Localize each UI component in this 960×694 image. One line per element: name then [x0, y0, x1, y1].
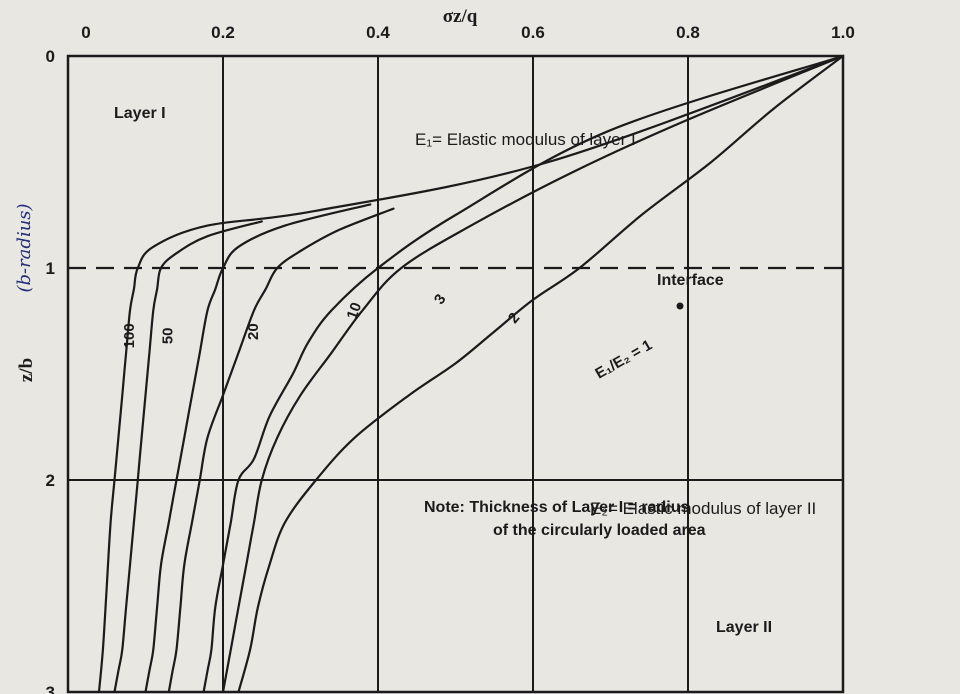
- y-axis-title: z/b: [16, 358, 37, 382]
- y-tick-label-0: 0: [46, 47, 55, 66]
- curve-6: [237, 54, 845, 694]
- e1-definition: E₁= Elastic modulus of layer I: [415, 130, 636, 149]
- curve-label-0: 100: [121, 323, 138, 348]
- curve-2: [144, 203, 372, 694]
- y-tick-label-2: 2: [46, 471, 55, 490]
- curve-label-4: 3: [431, 291, 450, 308]
- curve-4: [202, 54, 845, 694]
- curve-5: [221, 54, 845, 694]
- note-line-1: Note: Thickness of Layer I = radius: [424, 499, 690, 516]
- x-tick-label-5: 1.0: [831, 23, 855, 42]
- curve-1: [113, 220, 263, 694]
- y-axis-handwritten-note: (b-radius): [14, 203, 35, 292]
- x-tick-label-3: 0.6: [521, 23, 545, 42]
- y-axis-ticks: 0 1 2 3: [46, 47, 55, 694]
- x-tick-label-2: 0.4: [366, 23, 390, 42]
- y-tick-label-3: 3: [46, 683, 55, 694]
- e2-definition: E₂= Elastic modulus of layer II: [590, 499, 816, 518]
- x-axis-ticks: 0 0.2 0.4 0.6 0.8 1.0: [81, 23, 855, 42]
- curve-label-3: 10: [344, 300, 366, 321]
- curve-labels: 100 50 20 10 3 2 E₁/E₂ = 1: [121, 291, 655, 382]
- curve-label-1: 50: [160, 327, 177, 344]
- y-tick-label-1: 1: [46, 259, 55, 278]
- interface-label: Interface: [657, 272, 724, 289]
- curves: [97, 54, 845, 694]
- curve-3: [167, 207, 395, 694]
- curve-label-6: E₁/E₂ = 1: [592, 337, 655, 383]
- curve-0: [97, 54, 845, 694]
- x-axis-title: σz/q: [443, 6, 478, 27]
- layer-1-label: Layer I: [114, 105, 166, 122]
- x-tick-label-4: 0.8: [676, 23, 700, 42]
- note-line-2: of the circularly loaded area: [493, 522, 706, 539]
- plot-frame: [66, 54, 845, 694]
- interface-dot: [676, 302, 684, 310]
- grid-lines: [222, 56, 689, 692]
- x-tick-label-0: 0: [81, 23, 90, 42]
- layer-2-label: Layer II: [716, 619, 772, 636]
- x-tick-label-1: 0.2: [211, 23, 235, 42]
- curve-label-2: 20: [245, 323, 262, 340]
- curve-label-5: 2: [505, 309, 523, 326]
